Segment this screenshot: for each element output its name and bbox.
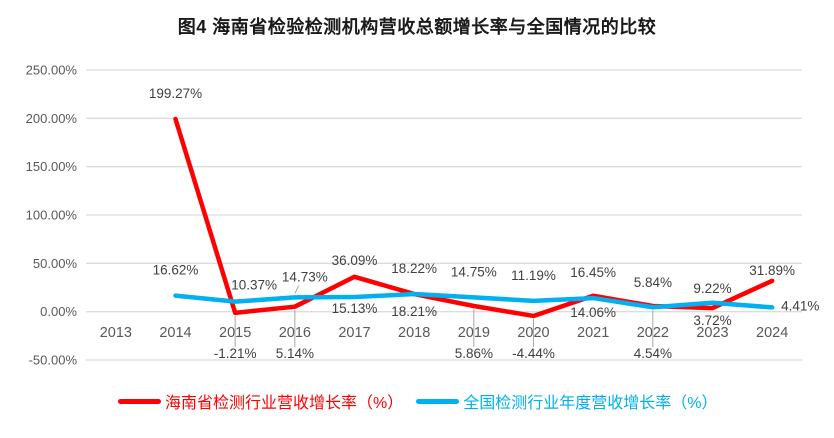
data-label: 5.86% — [455, 346, 493, 361]
data-label: -1.21% — [214, 346, 257, 361]
data-label: 18.22% — [391, 261, 437, 276]
y-axis-tick-label: 0.00% — [40, 304, 77, 319]
data-label: 9.22% — [693, 281, 731, 296]
x-axis-tick-label: 2022 — [637, 325, 669, 341]
x-axis-tick-label: 2015 — [219, 325, 251, 341]
data-label: 18.21% — [391, 304, 437, 319]
x-axis-tick-label: 2020 — [517, 325, 549, 341]
label-leader-line — [294, 285, 300, 294]
data-label: 36.09% — [332, 253, 378, 268]
chart-legend: 海南省检测行业营收增长率（%） 全国检测行业年度营收增长率（%） — [118, 389, 717, 413]
x-axis-tick-label: 2024 — [756, 325, 788, 341]
data-label: 16.62% — [153, 263, 199, 278]
x-axis-tick-label: 2018 — [398, 325, 430, 341]
y-axis-tick-label: 50.00% — [33, 256, 78, 271]
x-axis-tick-label: 2021 — [577, 325, 609, 341]
x-axis-tick-label: 2017 — [338, 325, 370, 341]
legend-line-swatch-red — [118, 398, 161, 404]
data-label: 14.06% — [570, 305, 616, 320]
data-label: 31.89% — [749, 263, 795, 278]
data-label: 5.14% — [276, 346, 314, 361]
legend-item-national: 全国检测行业年度营收增长率（%） — [416, 389, 717, 413]
x-axis-tick-label: 2013 — [100, 325, 132, 341]
y-axis-tick-label: 250.00% — [26, 63, 78, 78]
data-label: 11.19% — [511, 268, 556, 283]
data-label: 4.41% — [781, 298, 819, 313]
legend-label-national: 全国检测行业年度营收增长率（%） — [463, 395, 718, 412]
data-label: 14.75% — [451, 264, 497, 279]
data-label: 4.54% — [634, 346, 672, 361]
data-label: 15.13% — [332, 301, 378, 316]
y-axis-tick-label: 200.00% — [26, 111, 78, 126]
data-label: 199.27% — [149, 86, 202, 101]
y-axis-tick-label: -50.00% — [29, 353, 78, 368]
data-label: 3.72% — [693, 313, 731, 328]
data-label: -4.44% — [512, 346, 555, 361]
x-axis-tick-label: 2023 — [696, 325, 728, 341]
y-axis-tick-label: 100.00% — [26, 208, 78, 223]
data-label: 16.45% — [570, 265, 616, 280]
data-label: 14.73% — [282, 269, 328, 284]
series-line-national — [173, 291, 775, 310]
data-label: 10.37% — [231, 278, 277, 293]
x-axis-tick-label: 2014 — [159, 325, 191, 341]
y-axis-tick-label: 150.00% — [26, 159, 78, 174]
legend-label-hainan: 海南省检测行业营收增长率（%） — [165, 395, 404, 412]
chart-title: 图4 海南省检验检测机构营收总额增长率与全国情况的比较 — [177, 17, 657, 37]
legend-line-swatch-blue — [416, 398, 460, 404]
data-label: 5.84% — [634, 275, 672, 290]
x-axis-tick-label: 2019 — [458, 325, 490, 341]
x-axis-tick-label: 2016 — [279, 325, 311, 341]
legend-item-hainan: 海南省检测行业营收增长率（%） — [118, 389, 403, 413]
